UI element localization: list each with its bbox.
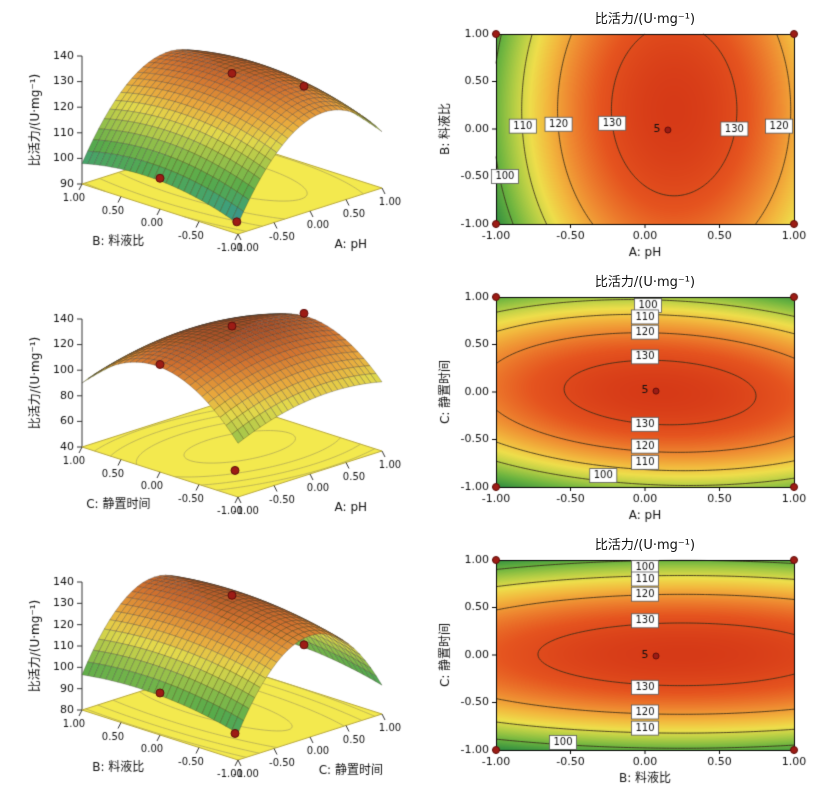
contour-title-liquid-time: 比活力/(U·mg⁻¹) (594, 538, 696, 553)
contour-title-ph-time: 比活力/(U·mg⁻¹) (594, 275, 696, 290)
contour-title-ph-liquid: 比活力/(U·mg⁻¹) (594, 12, 696, 27)
surface-panel-liquid-time (0, 526, 426, 789)
surface-panel-ph-time (0, 263, 426, 526)
contour-plot-ph-vs-standing-time (432, 267, 820, 523)
contour-panel-ph-liquid: 比活力/(U·mg⁻¹) (432, 0, 822, 263)
figure-row-1: 比活力/(U·mg⁻¹) (0, 0, 822, 263)
figure-row-2: 比活力/(U·mg⁻¹) (0, 263, 822, 526)
surface-plot-ph-vs-standing-time (6, 267, 426, 523)
figure-row-3: 比活力/(U·mg⁻¹) (0, 526, 822, 789)
surface-plot-ph-vs-liquid-ratio (6, 4, 426, 260)
contour-panel-ph-time: 比活力/(U·mg⁻¹) (432, 263, 822, 526)
contour-panel-liquid-time: 比活力/(U·mg⁻¹) (432, 526, 822, 789)
surface-panel-ph-liquid (0, 0, 426, 263)
contour-plot-liquid-ratio-vs-standing-time (432, 530, 820, 786)
surface-plot-time-vs-liquid-ratio (6, 530, 426, 786)
contour-plot-ph-vs-liquid-ratio (432, 4, 820, 260)
